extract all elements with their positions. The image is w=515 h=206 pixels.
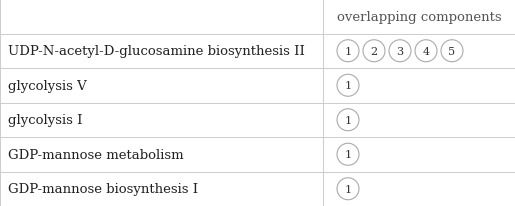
Text: 3: 3 [397,47,404,56]
Text: 1: 1 [345,47,352,56]
Text: 4: 4 [422,47,430,56]
Text: glycolysis V: glycolysis V [8,79,87,92]
Text: 1: 1 [345,150,352,159]
Ellipse shape [337,41,359,62]
Text: glycolysis I: glycolysis I [8,114,82,127]
Text: 5: 5 [449,47,456,56]
Ellipse shape [337,144,359,165]
Ellipse shape [337,75,359,97]
Text: 1: 1 [345,184,352,194]
Text: 2: 2 [370,47,377,56]
Ellipse shape [389,41,411,62]
Text: UDP-N-acetyl-D-glucosamine biosynthesis II: UDP-N-acetyl-D-glucosamine biosynthesis … [8,45,305,58]
Text: GDP-mannose metabolism: GDP-mannose metabolism [8,148,184,161]
Text: GDP-mannose biosynthesis I: GDP-mannose biosynthesis I [8,182,198,195]
Ellipse shape [337,109,359,131]
Text: 1: 1 [345,115,352,125]
Ellipse shape [363,41,385,62]
Ellipse shape [337,178,359,200]
Ellipse shape [415,41,437,62]
Text: 1: 1 [345,81,352,91]
Ellipse shape [441,41,463,62]
Text: overlapping components: overlapping components [337,11,501,24]
